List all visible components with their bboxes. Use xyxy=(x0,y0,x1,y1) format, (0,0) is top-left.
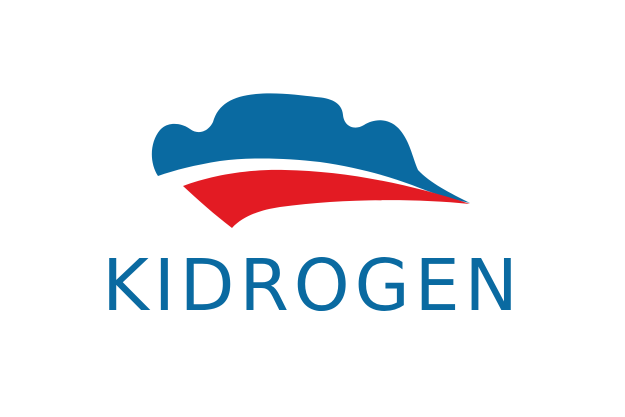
brand-wordmark: KIDROGEN xyxy=(102,244,523,327)
blue-cloud-shape xyxy=(151,93,470,203)
red-swoosh-shape xyxy=(183,169,470,228)
cloud-swoosh-icon xyxy=(151,93,470,228)
